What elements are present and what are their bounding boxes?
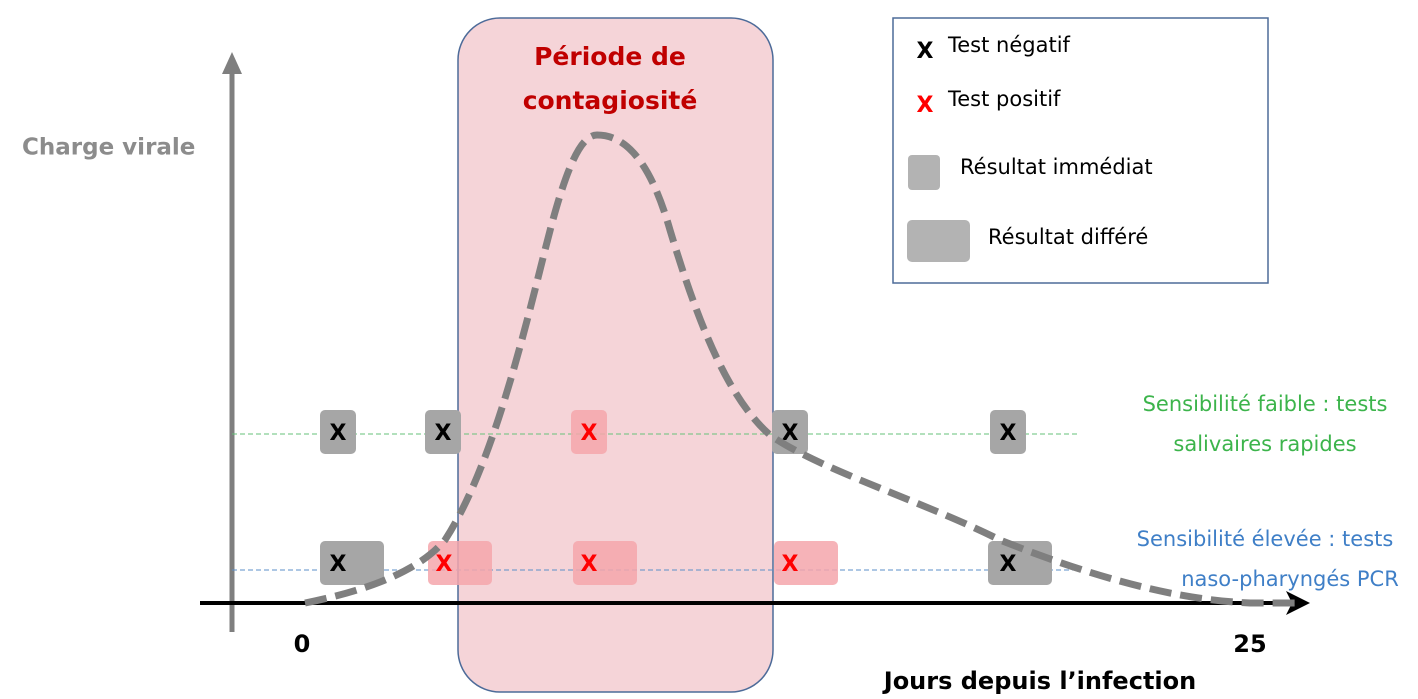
test-mark: X: [782, 552, 799, 577]
row-label: salivaires rapides: [1173, 432, 1356, 456]
test-box: [571, 410, 607, 454]
legend-label: Test négatif: [947, 33, 1071, 57]
test-mark: X: [330, 552, 347, 577]
x-start: 0: [294, 630, 311, 658]
legend-label: Test positif: [947, 87, 1061, 111]
legend-label: Résultat immédiat: [960, 155, 1153, 179]
test-box: [428, 541, 492, 585]
test-mark: X: [330, 421, 347, 446]
row-label: Sensibilité faible : tests: [1143, 392, 1388, 416]
test-mark: X: [436, 552, 453, 577]
x-end: 25: [1233, 630, 1266, 658]
x-arrow: [1286, 591, 1310, 615]
test-mark: X: [1000, 421, 1017, 446]
viral-load-curve: [304, 131, 1300, 607]
test-box: [573, 541, 637, 585]
test-box: [320, 410, 356, 454]
test-box: [774, 541, 838, 585]
legend-mark: X: [917, 39, 934, 64]
test-mark: X: [581, 421, 598, 446]
legend-label: Résultat différé: [988, 225, 1148, 249]
title-line: contagiosité: [523, 86, 698, 115]
test-box: [990, 410, 1026, 454]
legend-swatch: [907, 220, 970, 262]
row-label: naso-pharyngés PCR: [1181, 567, 1399, 591]
title-line: Période de: [534, 42, 686, 71]
test-box: [320, 541, 384, 585]
x-axis-label: Jours depuis l’infection: [882, 667, 1196, 695]
test-mark: X: [1000, 552, 1017, 577]
row-label: Sensibilité élevée : tests: [1137, 527, 1394, 551]
legend-mark: X: [917, 93, 934, 118]
test-mark: X: [581, 552, 598, 577]
legend-swatch: [908, 155, 940, 190]
test-mark: X: [782, 421, 799, 446]
test-mark: X: [435, 421, 452, 446]
test-box: [425, 410, 461, 454]
y-arrow: [222, 52, 242, 74]
y-axis-label: Charge virale: [22, 135, 195, 161]
contagious-period: [457, 17, 774, 693]
